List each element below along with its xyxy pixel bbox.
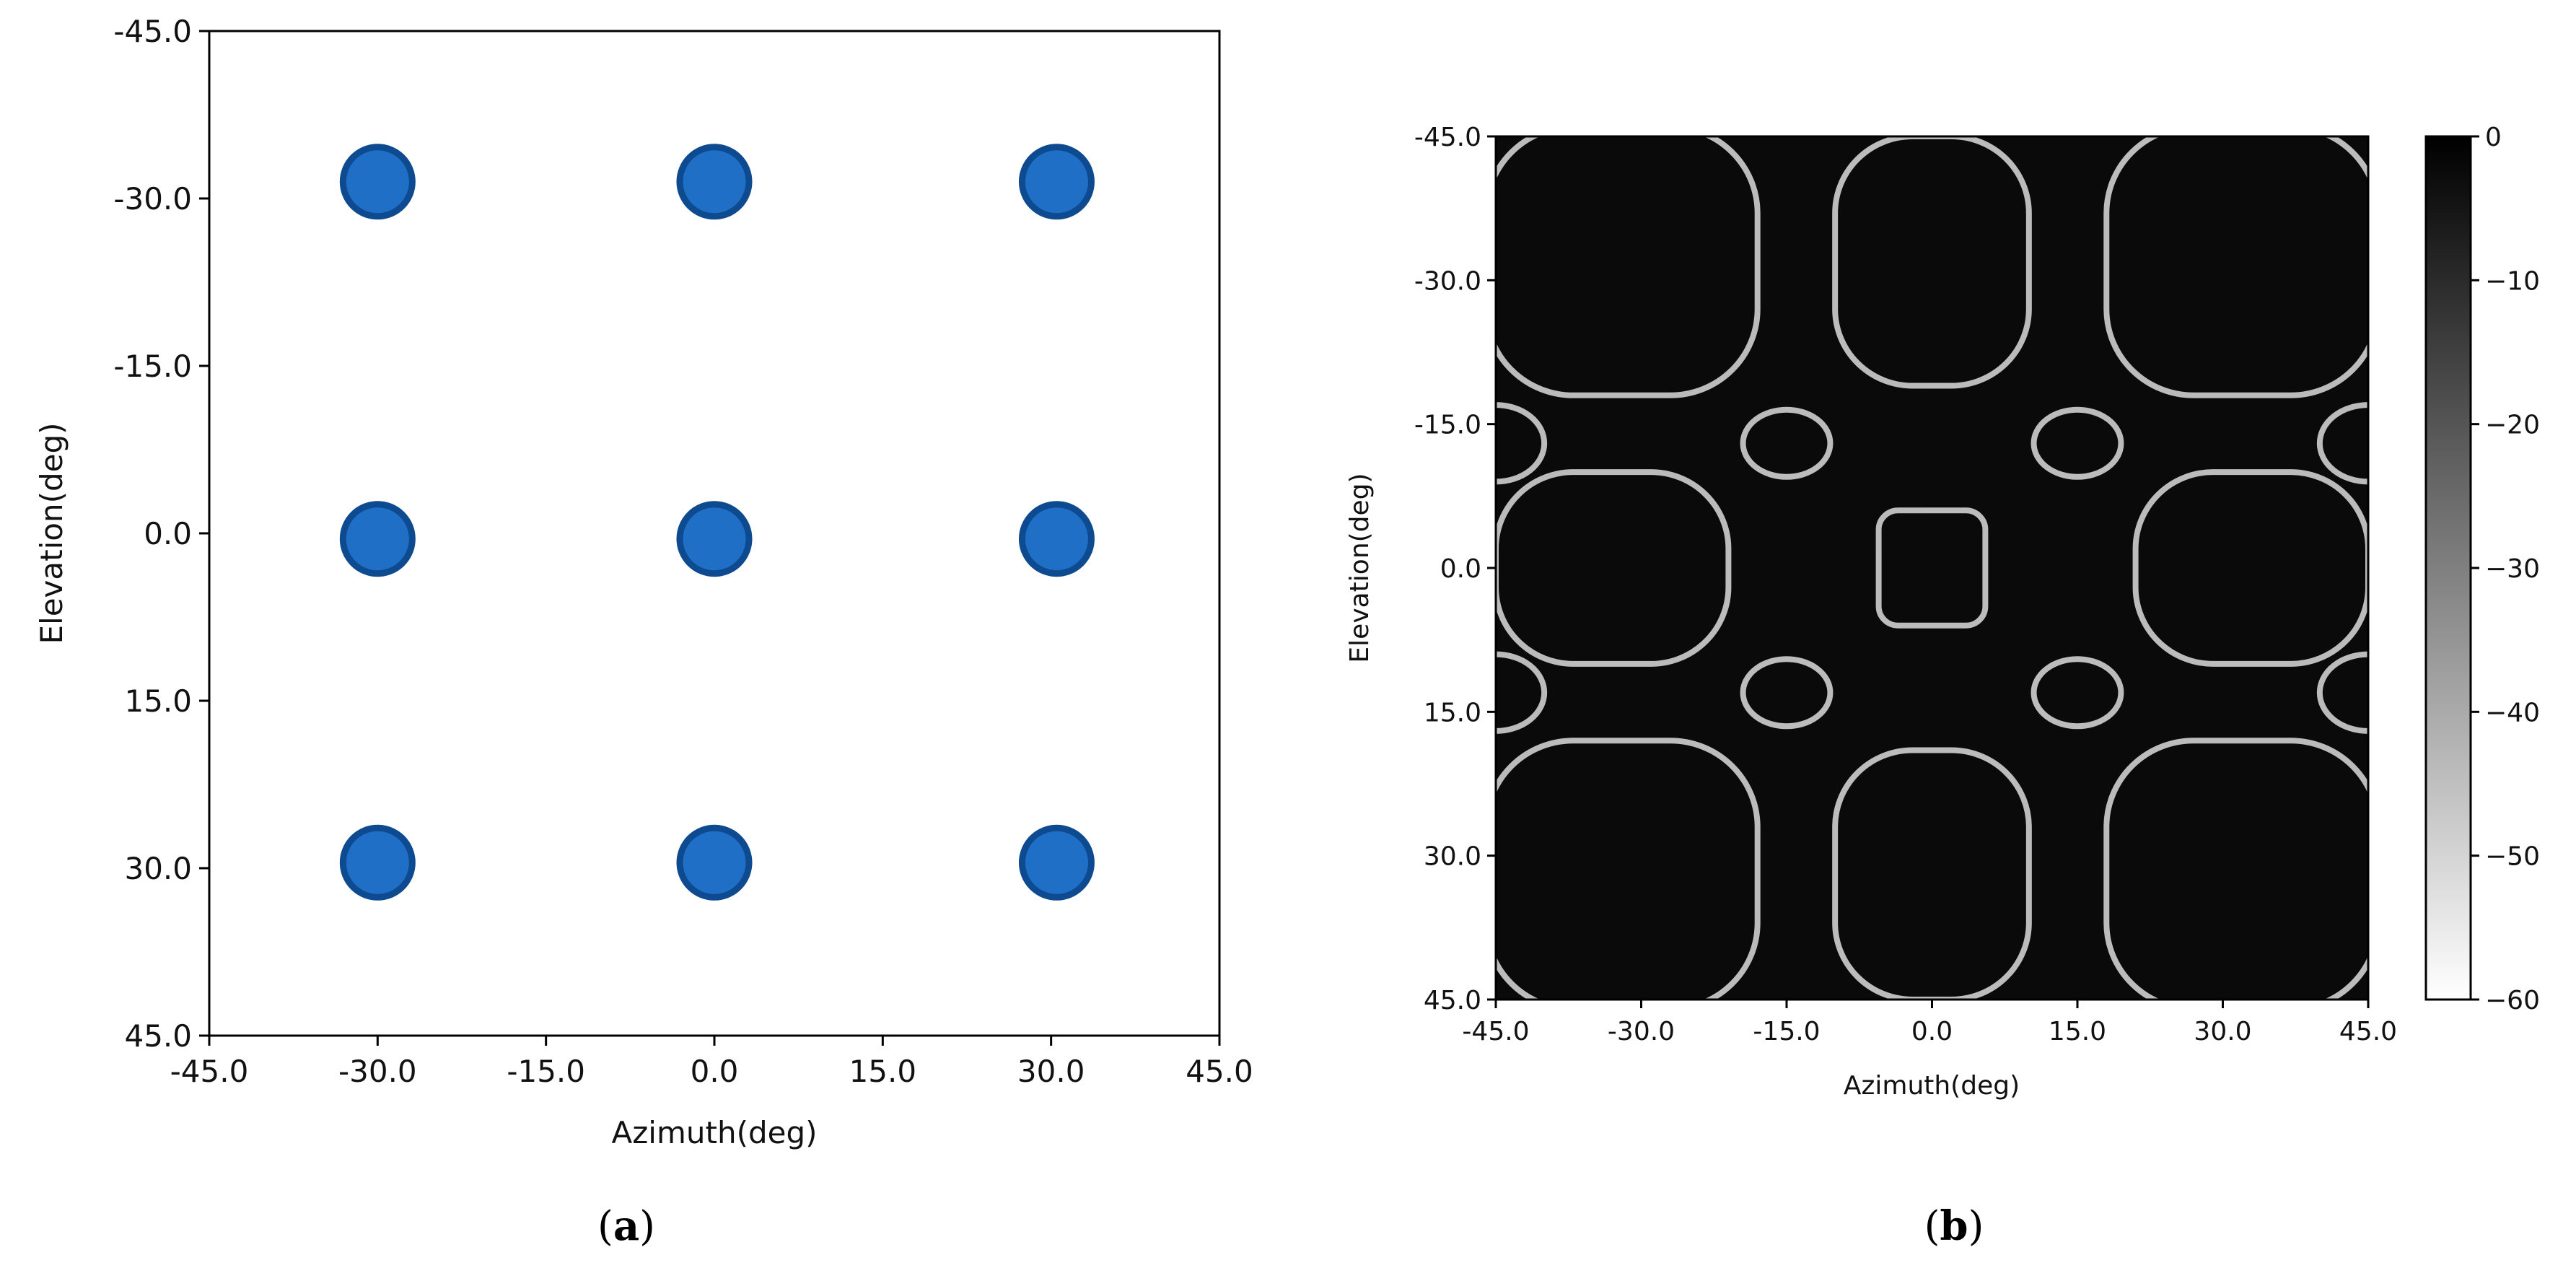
chart-a-y-tick-label: 15.0 bbox=[124, 683, 192, 719]
chart-b-y-axis-label: Elevation(deg) bbox=[1345, 473, 1375, 663]
chart-a-y-ticks: -45.0 -30.0 -15.0 0.0 15.0 30.0 45.0 bbox=[113, 14, 209, 1054]
chart-b-x-tick-label: 0.0 bbox=[1911, 1017, 1953, 1046]
chart-b-colorbar-tick-label: −60 bbox=[2485, 986, 2540, 1015]
chart-a-point bbox=[676, 824, 753, 901]
chart-b-x-tick-label: -45.0 bbox=[1462, 1017, 1529, 1046]
chart-a-point bbox=[339, 824, 416, 901]
chart-a-x-tick-label: 0.0 bbox=[691, 1054, 739, 1089]
chart-a-point bbox=[1018, 501, 1095, 577]
chart-b-colorbar-ticks: 0 −10 −20 −30 −40 −50 −60 bbox=[2471, 123, 2540, 1015]
chart-b-pattern-ring bbox=[2103, 738, 2368, 1000]
chart-b-colorbar-tick-label: −40 bbox=[2485, 698, 2540, 727]
chart-b-x-tick-label: -30.0 bbox=[1608, 1017, 1675, 1046]
chart-a-panel-letter: a bbox=[613, 1202, 639, 1250]
chart-b-y-tick-label: 15.0 bbox=[1424, 698, 1481, 727]
chart-b-panel-label: (b) bbox=[1924, 1202, 1984, 1250]
chart-a-x-tick-label: 45.0 bbox=[1186, 1054, 1253, 1089]
chart-a-x-tick-label: -45.0 bbox=[170, 1054, 249, 1089]
chart-a-x-tick-label: 15.0 bbox=[849, 1054, 917, 1089]
chart-b: -45.0 -30.0 -15.0 0.0 15.0 30.0 45.0 -45.0 -30.… bbox=[1345, 123, 2540, 1250]
chart-b-x-tick-label: -15.0 bbox=[1753, 1017, 1820, 1046]
chart-b-x-tick-label: 15.0 bbox=[2049, 1017, 2106, 1046]
chart-a-y-tick-label: -45.0 bbox=[113, 14, 192, 49]
chart-b-pattern-ring bbox=[1832, 747, 2032, 1000]
chart-b-y-tick-label: 0.0 bbox=[1440, 554, 1481, 584]
chart-a-point bbox=[339, 144, 416, 220]
chart-a: -45.0 -30.0 -15.0 0.0 15.0 30.0 45.0 -45.0 -30.… bbox=[34, 14, 1253, 1250]
chart-b-x-tick-label: 45.0 bbox=[2339, 1017, 2397, 1046]
chart-b-y-ticks: -45.0 -30.0 -15.0 0.0 15.0 30.0 45.0 bbox=[1414, 123, 1496, 1015]
chart-a-point bbox=[676, 501, 753, 577]
chart-b-colorbar-tick-label: −20 bbox=[2485, 411, 2540, 440]
chart-b-pattern-ring bbox=[1832, 136, 2032, 389]
chart-a-y-tick-label: -30.0 bbox=[113, 181, 192, 217]
chart-a-points bbox=[339, 144, 1095, 901]
chart-b-pattern-ring bbox=[1496, 469, 1732, 667]
chart-b-pattern-ring bbox=[2030, 656, 2124, 730]
chart-b-pattern-ring bbox=[2132, 469, 2368, 667]
chart-b-x-ticks: -45.0 -30.0 -15.0 0.0 15.0 30.0 45.0 bbox=[1462, 1000, 2397, 1046]
chart-b-y-tick-label: -30.0 bbox=[1414, 266, 1481, 296]
chart-a-point bbox=[1018, 144, 1095, 220]
chart-a-y-tick-label: 45.0 bbox=[124, 1018, 192, 1054]
chart-b-colorbar bbox=[2424, 135, 2472, 1001]
chart-a-x-ticks: -45.0 -30.0 -15.0 0.0 15.0 30.0 45.0 bbox=[170, 1036, 1253, 1089]
chart-b-pattern-ring bbox=[2030, 406, 2124, 480]
chart-b-pattern-ring bbox=[1740, 406, 1834, 480]
chart-b-y-tick-label: -15.0 bbox=[1414, 411, 1481, 440]
chart-a-y-tick-label: 30.0 bbox=[124, 851, 192, 886]
chart-b-x-tick-label: 30.0 bbox=[2194, 1017, 2251, 1046]
chart-a-point bbox=[339, 501, 416, 577]
chart-a-x-axis-label: Azimuth(deg) bbox=[612, 1115, 818, 1150]
chart-a-x-tick-label: -15.0 bbox=[507, 1054, 585, 1089]
chart-a-y-tick-label: 0.0 bbox=[144, 516, 192, 551]
chart-b-y-tick-label: 30.0 bbox=[1424, 842, 1481, 872]
chart-b-colorbar-tick-label: −50 bbox=[2485, 842, 2540, 872]
chart-a-x-tick-label: -30.0 bbox=[338, 1054, 417, 1089]
chart-b-pattern-ring bbox=[1740, 656, 1834, 730]
chart-a-x-tick-label: 30.0 bbox=[1017, 1054, 1085, 1089]
chart-b-heatmap-background bbox=[1496, 136, 2368, 1000]
chart-b-pattern-ring bbox=[1496, 738, 1761, 1000]
chart-b-panel-letter: b bbox=[1940, 1202, 1968, 1250]
chart-b-x-axis-label: Azimuth(deg) bbox=[1844, 1071, 2020, 1101]
chart-a-y-axis-label: Elevation(deg) bbox=[34, 422, 69, 644]
chart-b-pattern-ring bbox=[2103, 136, 2368, 398]
chart-b-colorbar-tick-label: 0 bbox=[2485, 123, 2502, 152]
chart-b-colorbar-tick-label: −10 bbox=[2485, 266, 2540, 296]
chart-a-panel-label: (a) bbox=[597, 1202, 655, 1250]
chart-b-colorbar-tick-label: −30 bbox=[2485, 554, 2540, 584]
chart-b-y-tick-label: -45.0 bbox=[1414, 123, 1481, 152]
chart-a-point bbox=[1018, 824, 1095, 901]
chart-a-point bbox=[676, 144, 753, 220]
chart-b-pattern-ring bbox=[1496, 136, 1761, 398]
chart-a-y-tick-label: -15.0 bbox=[113, 349, 192, 384]
chart-b-pattern-ring bbox=[1875, 507, 1989, 629]
chart-b-y-tick-label: 45.0 bbox=[1424, 986, 1481, 1015]
